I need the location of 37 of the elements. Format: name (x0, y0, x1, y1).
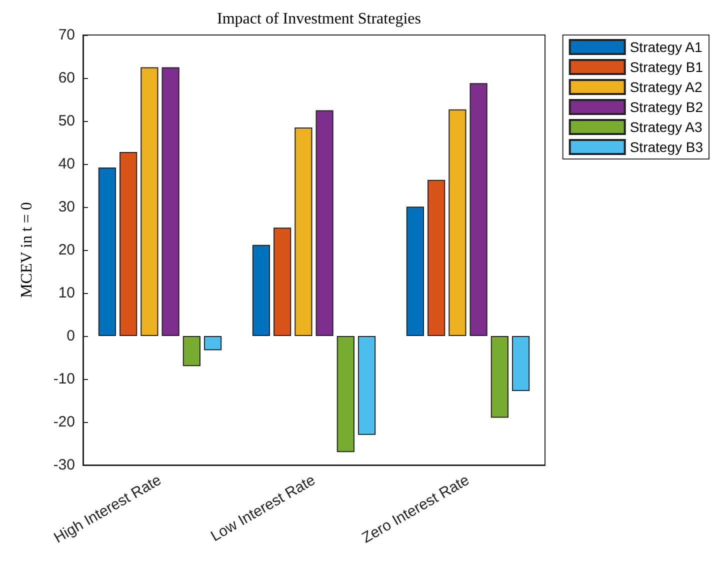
y-tick-label: 0 (66, 328, 75, 344)
legend-label: Strategy B3 (630, 139, 704, 155)
bar (274, 228, 292, 336)
bar (316, 110, 334, 336)
y-tick-label: -20 (53, 414, 75, 430)
bar (406, 206, 424, 336)
y-axis-title: MCEV in t = 0 (18, 202, 36, 298)
bar (98, 167, 116, 336)
y-tick-label: 70 (58, 26, 75, 44)
bar (140, 67, 158, 336)
legend-label: Strategy B2 (630, 99, 704, 115)
legend-label: Strategy A3 (630, 119, 702, 135)
bar (294, 127, 312, 336)
bar (470, 83, 488, 336)
y-tick-label: 20 (58, 242, 75, 258)
y-tick-label: -10 (53, 370, 75, 388)
y-tick-label: 40 (58, 156, 75, 172)
bar (428, 180, 446, 336)
y-tick-label: 10 (58, 284, 75, 302)
chart-title: Impact of Investment Strategies (217, 10, 421, 28)
bar (358, 336, 376, 435)
legend-label: Strategy B1 (630, 59, 704, 75)
y-tick-label: 50 (58, 112, 75, 130)
y-tick-label: -30 (53, 456, 75, 474)
bar (490, 336, 508, 418)
legend-label: Strategy A2 (630, 79, 702, 95)
bar (162, 67, 180, 336)
bar (512, 336, 530, 392)
bar (336, 336, 354, 452)
bar (204, 336, 222, 350)
y-tick-label: 30 (58, 198, 75, 216)
legend-label: Strategy A1 (630, 39, 702, 55)
bar (120, 152, 138, 336)
bar (252, 244, 270, 336)
y-tick-label: 60 (58, 70, 75, 86)
bar (448, 109, 466, 336)
bar (182, 336, 200, 366)
